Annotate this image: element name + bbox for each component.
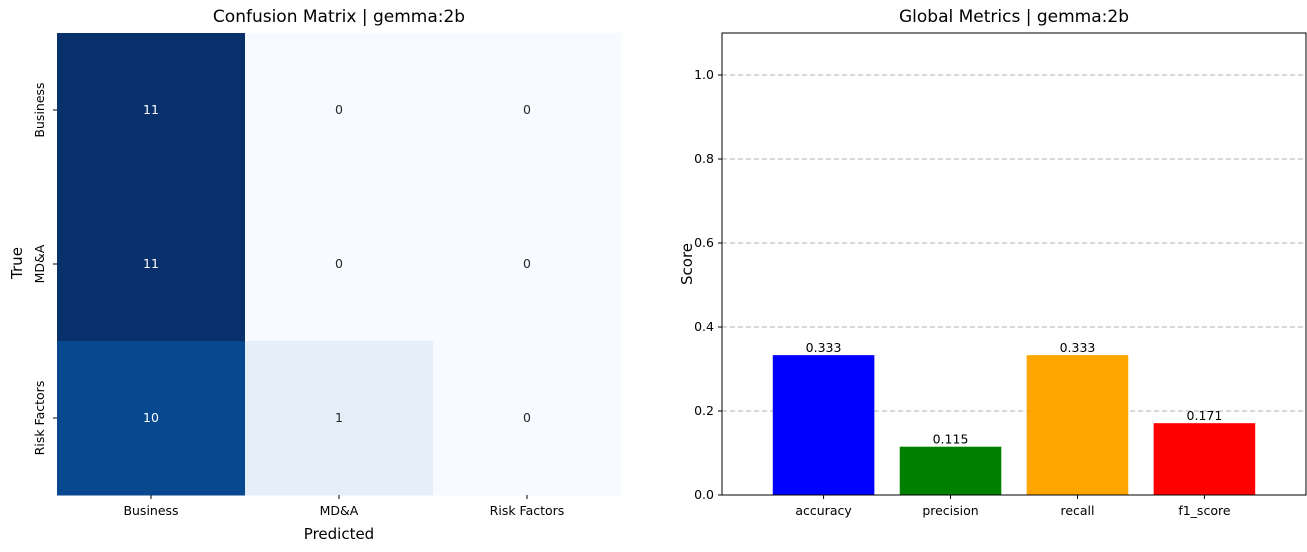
global-metrics-panel: Global Metrics | gemma:2b 0.3330.1150.33… (678, 7, 1307, 518)
confusion-matrix-panel: Confusion Matrix | gemma:2b 11 0 011 0 010 1 0… (8, 7, 622, 543)
bar-chart-x-ticks: accuracy precision recall f1_score (795, 495, 1231, 518)
heatmap-cell-value: 0 (523, 410, 531, 425)
heatmap-y-ticks: Business MD&A Risk Factors (32, 82, 57, 455)
heatmap-y-tick-label: MD&A (32, 244, 47, 283)
bar-y-tick-label: 0.6 (694, 235, 714, 250)
heatmap-cell-value: 0 (335, 256, 343, 271)
heatmap-cell-value: 0 (335, 102, 343, 117)
heatmap-x-tick-label: Business (123, 503, 178, 518)
bar-chart-y-axis-label: Score (678, 243, 696, 285)
heatmap-cell (245, 187, 434, 342)
bar-chart-y-ticks: 0.0 0.2 0.4 0.6 0.8 1.0 (694, 67, 722, 502)
heatmap-y-tick-label: Business (32, 82, 47, 137)
bar-value-label: 0.333 (806, 340, 842, 355)
bar-chart-frame (721, 32, 1307, 496)
heatmap-cell (433, 187, 622, 342)
heatmap-cell (57, 33, 246, 188)
bar-y-tick-label: 1.0 (694, 67, 714, 82)
global-metrics-title: Global Metrics | gemma:2b (899, 7, 1129, 27)
bar (772, 355, 875, 495)
heatmap-cell-value: 0 (523, 256, 531, 271)
bar-y-tick-label: 0.0 (694, 487, 714, 502)
heatmap-cell-value: 11 (143, 102, 159, 117)
heatmap-cells: 11 0 011 0 010 1 0 (57, 33, 622, 496)
heatmap-cell (57, 187, 246, 342)
heatmap-y-tick-label: Risk Factors (32, 381, 47, 456)
heatmap-cell (245, 341, 434, 496)
confusion-matrix-title: Confusion Matrix | gemma:2b (213, 7, 465, 27)
bar (1026, 355, 1129, 495)
bar-x-tick-label: accuracy (795, 503, 852, 518)
heatmap-x-tick-label: MD&A (320, 503, 359, 518)
bar-y-tick-label: 0.2 (694, 403, 714, 418)
heatmap-cell-value: 1 (335, 410, 343, 425)
bar-x-tick-label: recall (1060, 503, 1094, 518)
bar-x-tick-label: precision (922, 503, 978, 518)
bar-chart-bars (772, 355, 1256, 495)
bar (1153, 423, 1256, 495)
bar-y-tick-label: 0.4 (694, 319, 714, 334)
heatmap-x-axis-label: Predicted (304, 525, 374, 543)
bar-x-tick-label: f1_score (1178, 503, 1231, 518)
heatmap-cell-value: 11 (143, 256, 159, 271)
heatmap-cell-value: 0 (523, 102, 531, 117)
heatmap-cell-value: 10 (143, 410, 159, 425)
heatmap-cell (245, 33, 434, 188)
heatmap-cell (433, 341, 622, 496)
heatmap-cell (57, 341, 246, 496)
heatmap-x-tick-label: Risk Factors (490, 503, 565, 518)
bar-value-label: 0.171 (1187, 408, 1223, 423)
heatmap-cell (433, 33, 622, 188)
heatmap-y-axis-label: True (8, 247, 26, 280)
bar-value-label: 0.333 (1060, 340, 1096, 355)
bar-y-tick-label: 0.8 (694, 151, 714, 166)
bar-chart-value-labels: 0.333 0.115 0.333 0.171 (806, 340, 1223, 447)
bar-value-label: 0.115 (933, 432, 969, 447)
bar (899, 446, 1002, 495)
heatmap-x-ticks: Business MD&A Risk Factors (123, 495, 564, 518)
